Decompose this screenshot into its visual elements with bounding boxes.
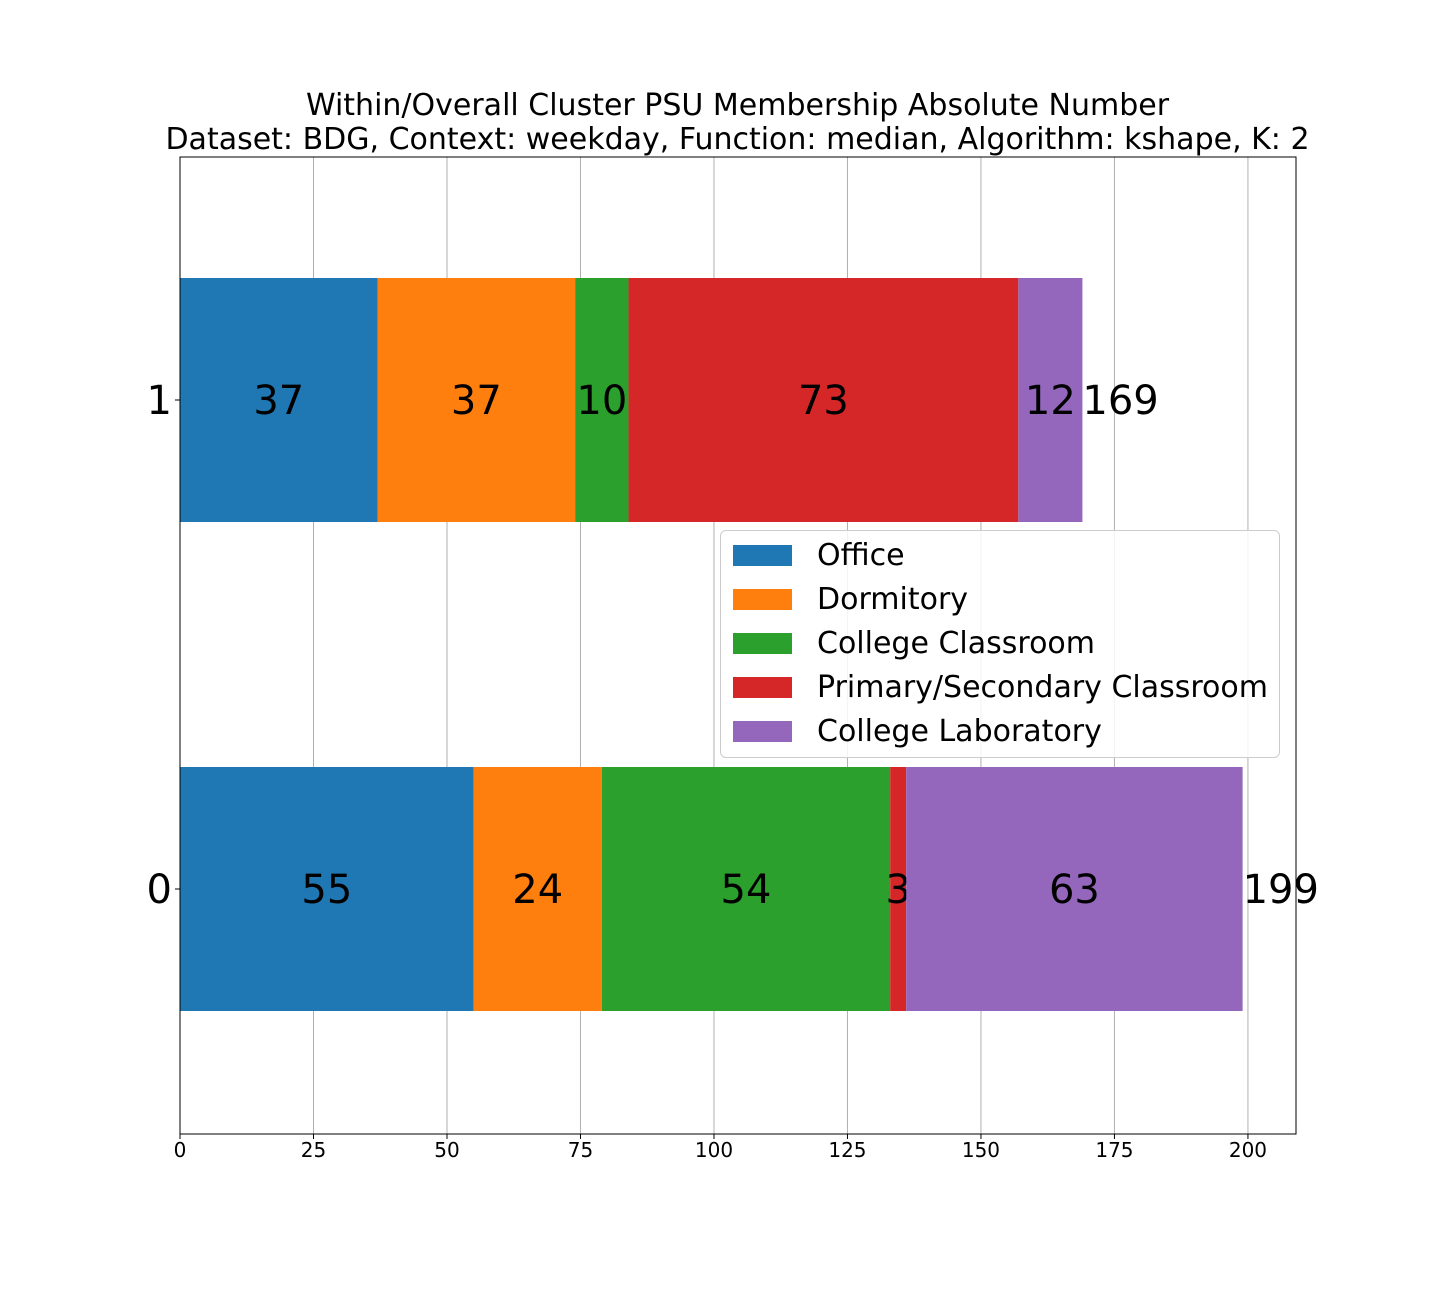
bar-segment	[575, 278, 629, 522]
legend-label: Dormitory	[817, 581, 969, 617]
x-tick-label: 0	[174, 1138, 187, 1162]
data-label: 37	[253, 378, 304, 424]
legend-label: College Classroom	[817, 625, 1095, 661]
data-label: 73	[798, 378, 849, 424]
x-tick-label: 75	[568, 1138, 593, 1162]
legend-item: Office	[733, 535, 905, 575]
data-label: 55	[301, 867, 352, 913]
total-label: 169	[1082, 378, 1158, 424]
data-label: 24	[512, 867, 563, 913]
legend-label: Office	[817, 537, 905, 573]
bar-segment	[906, 767, 1243, 1011]
legend-swatch	[733, 588, 792, 610]
legend-item: College Laboratory	[733, 711, 1102, 751]
legend-label: Primary/Secondary Classroom	[817, 669, 1268, 705]
legend-swatch	[733, 676, 792, 698]
legend-swatch	[733, 632, 792, 654]
data-label: 10	[576, 378, 627, 424]
legend-item: Primary/Secondary Classroom	[733, 667, 1268, 707]
x-tick-label: 150	[962, 1138, 1000, 1162]
x-tick-label: 100	[695, 1138, 733, 1162]
legend-item: Dormitory	[733, 579, 968, 619]
data-label: 12	[1025, 378, 1076, 424]
bar-segment	[180, 278, 378, 522]
chart-subtitle: Dataset: BDG, Context: weekday, Function…	[165, 122, 1310, 157]
bar-segment	[890, 767, 907, 1011]
bar-segment	[180, 767, 474, 1011]
bar-segment	[601, 767, 891, 1011]
chart-legend: Office Dormitory College Classroom Primary/…	[720, 530, 1280, 758]
total-label: 199	[1243, 867, 1319, 913]
x-tick-label: 50	[434, 1138, 459, 1162]
bar-segment	[1018, 278, 1083, 522]
plot-frame	[179, 156, 1297, 1135]
y-tick-label: 1	[147, 378, 172, 424]
x-tick-label: 175	[1095, 1138, 1133, 1162]
y-tick-label: 0	[147, 867, 172, 913]
bar-segment	[377, 278, 576, 522]
legend-label: College Laboratory	[817, 713, 1102, 749]
data-label: 63	[1049, 867, 1100, 913]
legend-swatch	[733, 720, 792, 742]
bar-segment	[628, 278, 1019, 522]
legend-item: College Classroom	[733, 623, 1095, 663]
x-tick-label: 200	[1229, 1138, 1267, 1162]
chart-title: Within/Overall Cluster PSU Membership Ab…	[305, 88, 1170, 123]
data-label: 37	[451, 378, 502, 424]
legend-swatch	[733, 544, 792, 566]
x-tick-label: 25	[301, 1138, 326, 1162]
x-tick-label: 125	[828, 1138, 866, 1162]
bar-segment	[473, 767, 602, 1011]
data-label: 54	[721, 867, 772, 913]
